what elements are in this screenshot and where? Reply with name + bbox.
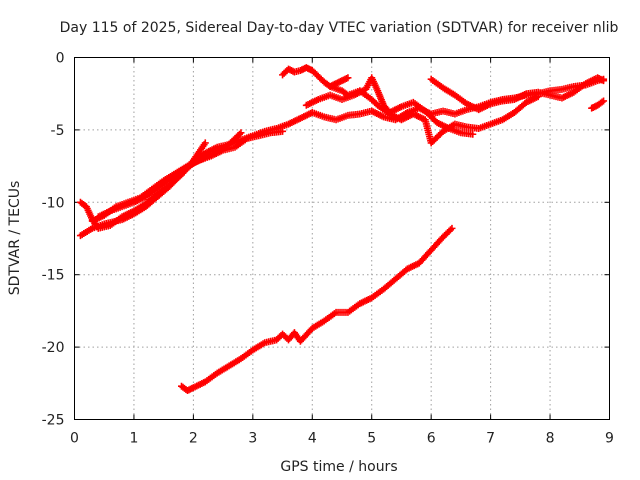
y-tick-label: -15: [42, 268, 65, 284]
x-tick-label: 8: [546, 431, 555, 447]
data-point: [469, 130, 477, 138]
x-tick-label: 5: [367, 431, 376, 447]
x-axis: 0 1 2 3 4 5 6 7 8 9: [70, 57, 614, 447]
x-tick-label: 9: [605, 431, 614, 447]
y-axis: 0 -5 -10 -15 -20 -25: [42, 51, 610, 429]
x-tick-label: 0: [70, 431, 79, 447]
series-segment-e: [279, 64, 352, 90]
data-point: [600, 77, 608, 85]
y-tick-label: -10: [42, 195, 65, 211]
data-point: [446, 226, 454, 234]
x-tick-label: 2: [189, 431, 198, 447]
y-tick-label: -25: [42, 413, 65, 429]
x-tick-label: 4: [308, 431, 317, 447]
x-tick-label: 6: [427, 431, 436, 447]
x-tick-label: 1: [129, 431, 138, 447]
series-segment-i: [588, 97, 608, 112]
data-point: [235, 130, 243, 138]
series-segment-g: [326, 82, 542, 147]
x-axis-label: GPS time / hours: [280, 459, 397, 475]
data-point: [279, 127, 287, 135]
series-segment-d: [94, 129, 245, 221]
y-tick-label: -5: [51, 123, 65, 139]
x-tick-label: 7: [486, 431, 495, 447]
y-axis-label: SDTVAR / TECUs: [7, 181, 23, 296]
data-point: [344, 74, 352, 82]
series-segment-h: [427, 74, 608, 114]
grid-lines: [74, 57, 610, 420]
data-point: [600, 97, 608, 105]
data-series: [76, 64, 608, 395]
data-point: [598, 98, 606, 106]
data-point: [237, 129, 245, 137]
y-tick-label: -20: [42, 340, 65, 356]
series-segment-j: [178, 224, 456, 395]
y-tick-label: 0: [56, 51, 65, 67]
data-point: [201, 139, 209, 147]
data-point: [448, 224, 456, 232]
chart-title: Day 115 of 2025, Sidereal Day-to-day VTE…: [60, 20, 619, 36]
plot-area: [74, 57, 610, 420]
x-tick-label: 3: [248, 431, 257, 447]
